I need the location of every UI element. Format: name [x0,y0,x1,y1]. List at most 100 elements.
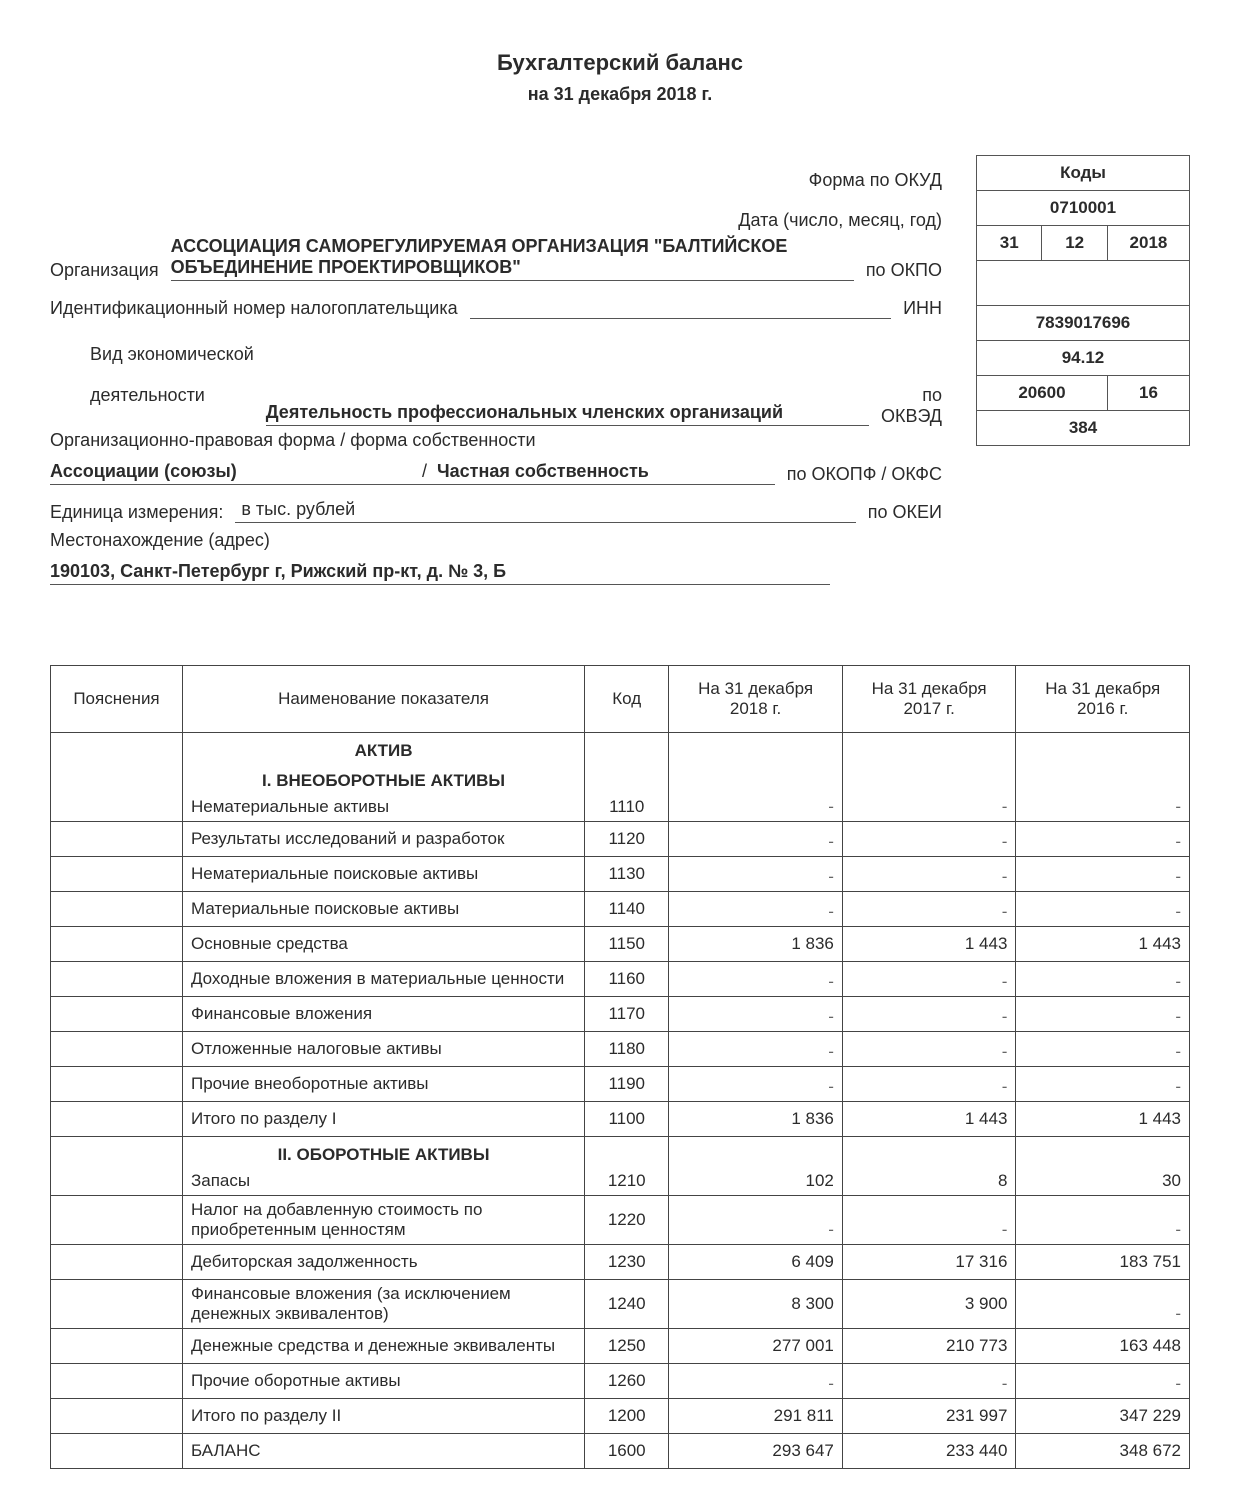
cell: - [842,1032,1016,1067]
label-inn: Идентификационный номер налогоплательщик… [50,298,470,319]
cell: - [669,822,843,857]
table-row: Нематериальные поисковые активы1130--- [51,857,1190,892]
cell [51,1102,183,1137]
cell: 293 647 [669,1434,843,1469]
label-activity-2: деятельности [90,385,205,405]
cell: Прочие внеоборотные активы [182,1067,584,1102]
label-activity-1: Вид экономической [90,344,254,364]
cell: 1150 [585,927,669,962]
code-inn: 7839017696 [977,306,1190,341]
balance-table: Пояснения Наименование показателя Код На… [50,665,1190,1469]
cell: - [842,1364,1016,1399]
cell [51,927,183,962]
cell: - [1016,1067,1190,1102]
cell: 1170 [585,997,669,1032]
ownership-value: Частная собственность [437,461,649,481]
cell: - [1016,822,1190,857]
label-unit: Единица измерения: [50,502,235,523]
label-activity: Вид экономической деятельности [50,323,266,426]
table-row: Налог на добавленную стоимость по приобр… [51,1196,1190,1245]
cell: 3 900 [842,1280,1016,1329]
th-expl: Пояснения [51,666,183,733]
cell: - [669,1067,843,1102]
cell: 1 443 [1016,1102,1190,1137]
code-okopf: 20600 [977,376,1108,411]
code-date-m: 12 [1042,226,1107,261]
cell: - [842,857,1016,892]
code-okpo [977,261,1190,306]
cell: 1 443 [842,1102,1016,1137]
cell: - [669,962,843,997]
table-row: II. ОБОРОТНЫЕ АКТИВЫЗапасы1210102830 [51,1137,1190,1196]
ownership: / Частная собственность [392,461,775,485]
cell: 348 672 [1016,1434,1190,1469]
cell: Доходные вложения в материальные ценност… [182,962,584,997]
table-row: Финансовые вложения (за исключением дене… [51,1280,1190,1329]
table-row: Итого по разделу I11001 8361 4431 443 [51,1102,1190,1137]
table-row: Прочие внеоборотные активы1190--- [51,1067,1190,1102]
cell: - [1016,962,1190,997]
cell: Итого по разделу I [182,1102,584,1137]
th-2016: На 31 декабря 2016 г. [1016,666,1190,733]
cell: БАЛАНС [182,1434,584,1469]
cell [51,1196,183,1245]
th-2017: На 31 декабря 2017 г. [842,666,1016,733]
address-value: 190103, Санкт-Петербург г, Рижский пр-кт… [50,561,830,585]
label-org: Организация [50,260,171,281]
cell: 1 443 [842,927,1016,962]
cell: - [1016,1280,1190,1329]
table-row: Доходные вложения в материальные ценност… [51,962,1190,997]
cell: 347 229 [1016,1399,1190,1434]
cell: - [1016,997,1190,1032]
org-name: АССОЦИАЦИЯ САМОРЕГУЛИРУЕМАЯ ОРГАНИЗАЦИЯ … [171,236,854,281]
cell: - [1016,1364,1190,1399]
cell: - [1016,857,1190,892]
cell: 1200 [585,1399,669,1434]
code-date-d: 31 [977,226,1042,261]
table-row: Итого по разделу II1200291 811231 997347… [51,1399,1190,1434]
doc-title: Бухгалтерский баланс [50,50,1190,76]
label-address: Местонахождение (адрес) [50,530,282,551]
table-row: БАЛАНС1600293 647233 440348 672 [51,1434,1190,1469]
cell: 6 409 [669,1245,843,1280]
cell: Денежные средства и денежные эквиваленты [182,1329,584,1364]
cell [51,1245,183,1280]
cell: 1160 [585,962,669,997]
table-row: Материальные поисковые активы1140--- [51,892,1190,927]
cell: - [1016,892,1190,927]
table-row: Финансовые вложения1170--- [51,997,1190,1032]
cell: Отложенные налоговые активы [182,1032,584,1067]
cell: 8 300 [669,1280,843,1329]
cell [51,1280,183,1329]
cell [51,1399,183,1434]
cell: - [842,962,1016,997]
cell: 1180 [585,1032,669,1067]
code-okei: 384 [977,411,1190,446]
cell: 1 836 [669,1102,843,1137]
th-2018: На 31 декабря 2018 г. [669,666,843,733]
cell: 1600 [585,1434,669,1469]
cell: Материальные поисковые активы [182,892,584,927]
cell: 210 773 [842,1329,1016,1364]
activity-value: Деятельность профессиональных членских о… [266,402,869,426]
cell: 1120 [585,822,669,857]
cell: Итого по разделу II [182,1399,584,1434]
cell: - [842,997,1016,1032]
cell [51,1067,183,1102]
rlabel-okud: Форма по ОКУД [797,170,950,191]
rlabel-okopf-okfs: по ОКОПФ / ОКФС [775,464,950,485]
cell [51,1032,183,1067]
address-block: Местонахождение (адрес) 190103, Санкт-Пе… [50,529,1190,585]
cell [51,822,183,857]
codes-header: Коды [977,156,1190,191]
cell: 1210 [585,1137,669,1196]
cell: - [842,733,1016,822]
codes-box: Коды 0710001 31 12 2018 7839017696 94.12… [976,155,1190,446]
table-row: Денежные средства и денежные эквиваленты… [51,1329,1190,1364]
cell: Финансовые вложения [182,997,584,1032]
cell: - [669,733,843,822]
table-body: АКТИВI. ВНЕОБОРОТНЫЕ АКТИВЫНематериальны… [51,733,1190,1469]
cell: 1110 [585,733,669,822]
cell [51,962,183,997]
cell: 8 [842,1137,1016,1196]
